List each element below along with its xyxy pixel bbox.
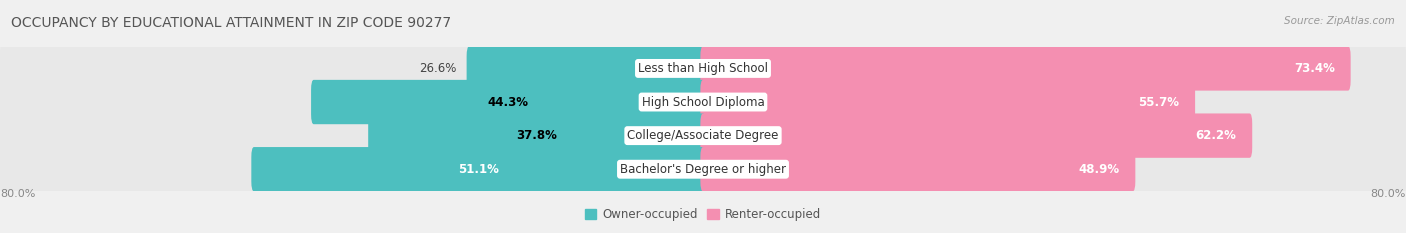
FancyBboxPatch shape xyxy=(368,113,706,158)
Text: 55.7%: 55.7% xyxy=(1139,96,1180,109)
FancyBboxPatch shape xyxy=(0,139,1406,200)
FancyBboxPatch shape xyxy=(700,80,1195,124)
FancyBboxPatch shape xyxy=(252,147,706,191)
Text: High School Diploma: High School Diploma xyxy=(641,96,765,109)
Text: 26.6%: 26.6% xyxy=(419,62,456,75)
FancyBboxPatch shape xyxy=(311,80,706,124)
Text: 80.0%: 80.0% xyxy=(1371,189,1406,199)
Legend: Owner-occupied, Renter-occupied: Owner-occupied, Renter-occupied xyxy=(579,203,827,226)
Text: 73.4%: 73.4% xyxy=(1294,62,1334,75)
FancyBboxPatch shape xyxy=(0,105,1406,166)
Text: 44.3%: 44.3% xyxy=(488,96,529,109)
FancyBboxPatch shape xyxy=(700,147,1136,191)
FancyBboxPatch shape xyxy=(700,46,1351,91)
Text: Bachelor's Degree or higher: Bachelor's Degree or higher xyxy=(620,163,786,176)
Text: 48.9%: 48.9% xyxy=(1078,163,1119,176)
Text: College/Associate Degree: College/Associate Degree xyxy=(627,129,779,142)
Text: Source: ZipAtlas.com: Source: ZipAtlas.com xyxy=(1284,16,1395,26)
Text: OCCUPANCY BY EDUCATIONAL ATTAINMENT IN ZIP CODE 90277: OCCUPANCY BY EDUCATIONAL ATTAINMENT IN Z… xyxy=(11,16,451,30)
FancyBboxPatch shape xyxy=(467,46,706,91)
Text: Less than High School: Less than High School xyxy=(638,62,768,75)
Text: 37.8%: 37.8% xyxy=(516,129,557,142)
FancyBboxPatch shape xyxy=(0,72,1406,133)
Text: 62.2%: 62.2% xyxy=(1195,129,1236,142)
Text: 51.1%: 51.1% xyxy=(458,163,499,176)
FancyBboxPatch shape xyxy=(0,38,1406,99)
FancyBboxPatch shape xyxy=(700,113,1253,158)
Text: 80.0%: 80.0% xyxy=(0,189,35,199)
